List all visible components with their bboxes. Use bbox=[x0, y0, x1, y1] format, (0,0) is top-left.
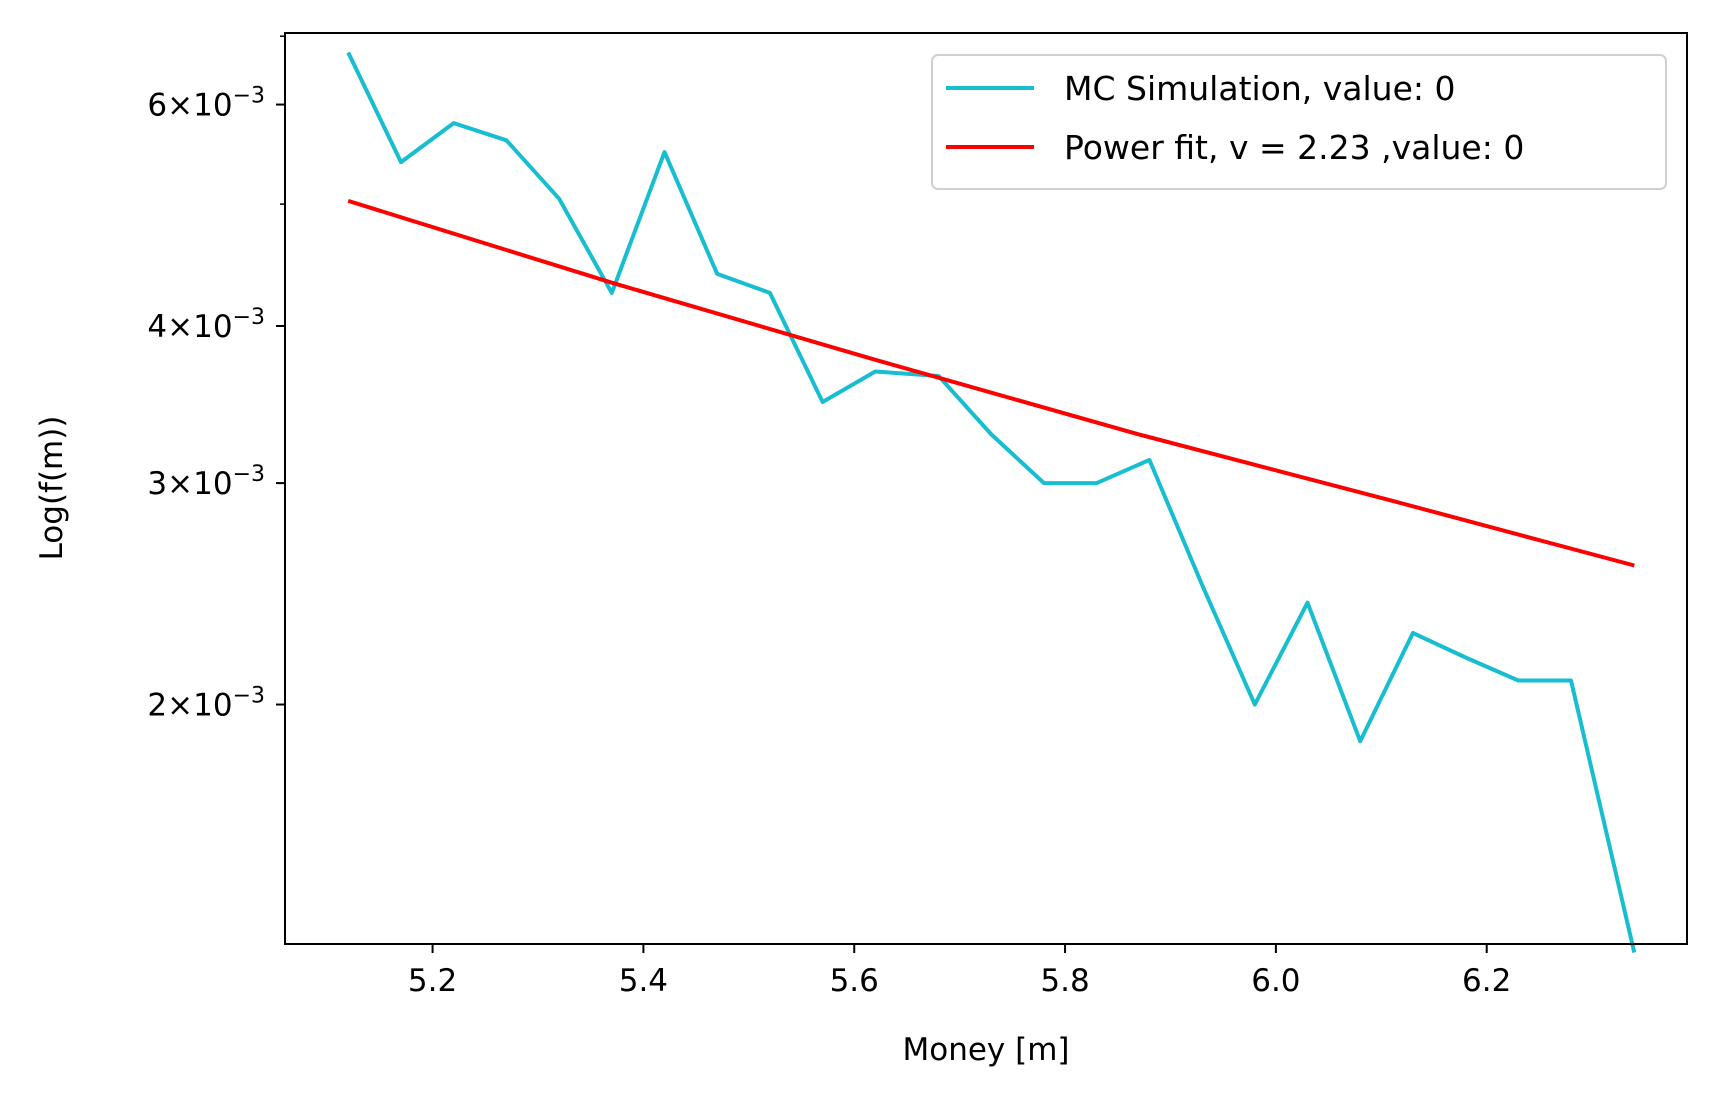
series-group bbox=[346, 51, 1637, 953]
y-axis-title: Log(f(m)) bbox=[34, 416, 70, 561]
x-tick-label: 6.2 bbox=[1462, 963, 1511, 999]
legend: MC Simulation, value: 0 Power fit, v = 2… bbox=[931, 54, 1667, 190]
axes-frame bbox=[284, 32, 1688, 945]
series-line-power-fit bbox=[347, 198, 1635, 568]
x-tick-label: 5.4 bbox=[619, 963, 668, 999]
x-axis-ticks: 5.2 5.4 5.6 5.8 6.0 6.2 bbox=[408, 944, 1511, 999]
series-line-mc-simulation bbox=[346, 51, 1637, 953]
y-tick-label: 3×10−3 bbox=[147, 462, 265, 502]
y-tick-label: 2×10−3 bbox=[147, 684, 265, 724]
x-tick-label: 5.6 bbox=[830, 963, 879, 999]
y-axis-ticks: 2×10−3 3×10−3 4×10−3 6×10−3 bbox=[147, 35, 285, 724]
legend-label-power-fit: Power fit, v = 2.23 ,value: 0 bbox=[1064, 128, 1524, 167]
legend-label-mc-simulation: MC Simulation, value: 0 bbox=[1064, 69, 1456, 108]
legend-box bbox=[931, 54, 1667, 190]
x-tick-label: 5.2 bbox=[408, 963, 457, 999]
y-tick-label: 6×10−3 bbox=[147, 84, 265, 124]
x-tick-label: 6.0 bbox=[1251, 963, 1300, 999]
y-tick-label: 4×10−3 bbox=[147, 305, 265, 345]
x-tick-label: 5.8 bbox=[1040, 963, 1089, 999]
x-axis-title: Money [m] bbox=[902, 1032, 1069, 1068]
